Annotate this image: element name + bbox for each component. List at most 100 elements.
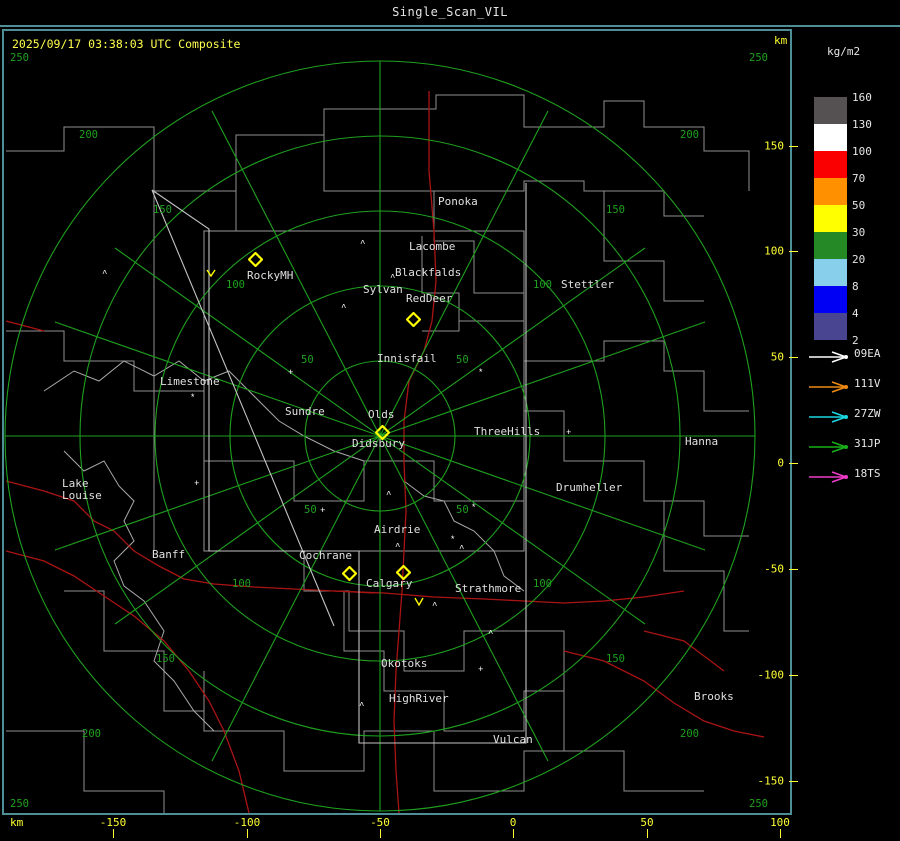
radar-plot-canvas[interactable]: ^ ^ ^ + * * + + + ^ * * ^ ^ ^ ^ ^ (4, 31, 790, 813)
svg-text:+: + (566, 428, 571, 438)
y-axis-tick (789, 781, 798, 782)
city-label: Calgary (366, 577, 413, 590)
storm-motion-legend-row: 27ZW (808, 404, 900, 434)
city-label: Cochrane (299, 549, 352, 562)
colorbar-tick-label: 20 (852, 253, 866, 266)
storm-motion-legend: 09EA 111V 27ZW 31JP 18TS (808, 344, 900, 494)
city-label: RedDeer (406, 292, 453, 305)
x-axis-unit: km (10, 816, 24, 829)
x-axis-tick (247, 829, 248, 838)
y-axis-tick-label: 150 (764, 139, 784, 153)
city-label: Drumheller (556, 481, 623, 494)
y-axis-tick (789, 146, 798, 147)
city-label: Sundre (285, 405, 325, 418)
svg-text:^: ^ (360, 239, 365, 249)
x-axis: km -150-100-50050100150 (2, 815, 792, 841)
range-ring-label: 250 (749, 52, 768, 64)
storm-motion-arrow-icon (809, 441, 849, 453)
svg-text:^: ^ (359, 701, 364, 711)
city-label: Vulcan (493, 733, 533, 746)
city-label: ThreeHills (474, 425, 541, 438)
svg-text:+: + (194, 479, 199, 489)
colorbar-tick-label: 30 (852, 226, 866, 239)
map-graphics-layer: ^ ^ ^ + * * + + + ^ * * ^ ^ ^ ^ ^ (4, 60, 765, 813)
x-axis-tick (780, 829, 781, 838)
colorbar-unit-label: kg/m2 (827, 45, 861, 58)
colorbar-swatch (814, 205, 847, 232)
colorbar-panel: kg/m2 160 130 100 70 50 30 20 8 4 2 09EA 111V 27ZW 3… (800, 29, 898, 815)
y-axis-tick (789, 357, 798, 358)
city-label: Sylvan (363, 283, 403, 296)
svg-text:+: + (478, 665, 483, 675)
colorbar-tick-label: 130 (852, 118, 872, 131)
svg-text:*: * (190, 393, 195, 403)
range-ring-label: 50 (304, 504, 317, 516)
range-ring-label: 200 (79, 129, 98, 141)
colorbar-swatch (814, 178, 847, 205)
storm-motion-arrow-icon (809, 381, 849, 393)
range-ring-label: 250 (10, 52, 29, 64)
range-ring-label: 50 (301, 354, 314, 366)
y-axis-tick-label: 50 (770, 350, 784, 364)
city-label: Blackfalds (395, 266, 462, 279)
storm-motion-legend-label: 111V (854, 377, 881, 390)
range-ring-label: 100 (226, 279, 245, 291)
y-axis-tick-label: 100 (764, 244, 784, 258)
city-label: Lacombe (409, 240, 456, 253)
svg-text:^: ^ (386, 490, 391, 500)
colorbar-swatch (814, 286, 847, 313)
window-title: Single_Scan_VIL (392, 5, 508, 19)
x-axis-tick (113, 829, 114, 838)
x-axis-tick (513, 829, 514, 838)
range-ring-label: 200 (680, 129, 699, 141)
city-label: Limestone (160, 375, 220, 388)
x-axis-tick-label: 50 (640, 816, 654, 829)
range-ring-label: 150 (606, 653, 625, 665)
title-bar: Single_Scan_VIL (0, 0, 900, 27)
y-axis-unit: km (774, 34, 788, 47)
range-ring-label: 150 (156, 653, 175, 665)
y-axis-tick (789, 675, 798, 676)
range-ring-label: 150 (606, 204, 625, 216)
svg-text:^: ^ (488, 629, 493, 639)
range-ring-label: 150 (153, 204, 172, 216)
storm-motion-legend-row: 18TS (808, 464, 900, 494)
city-label: Okotoks (381, 657, 428, 670)
storm-motion-legend-label: 27ZW (854, 407, 881, 420)
storm-motion-arrow-icon (809, 411, 849, 423)
city-label: Innisfail (377, 352, 437, 365)
y-axis-tick-label: -150 (757, 774, 785, 788)
city-label: Lake (62, 477, 89, 490)
x-axis-tick (647, 829, 648, 838)
x-axis-tick-label: 0 (509, 816, 517, 829)
colorbar-swatch (814, 232, 847, 259)
range-ring-label: 100 (533, 578, 552, 590)
x-axis-tick (380, 829, 381, 838)
colorbar-swatch (814, 151, 847, 178)
y-axis-tick (789, 463, 798, 464)
range-ring-label: 200 (82, 728, 101, 740)
svg-text:*: * (478, 368, 483, 378)
range-ring-label: 200 (680, 728, 699, 740)
range-ring-label: 50 (456, 504, 469, 516)
y-axis-tick-label: 0 (777, 456, 784, 470)
radar-plot-frame: ^ ^ ^ + * * + + + ^ * * ^ ^ ^ ^ ^ (2, 29, 792, 815)
range-ring-label: 250 (10, 798, 29, 810)
storm-motion-legend-row: 09EA (808, 344, 900, 374)
scan-timestamp: 2025/09/17 03:38:03 UTC Composite (12, 37, 241, 51)
storm-motion-legend-label: 31JP (854, 437, 881, 450)
range-ring-label: 250 (749, 798, 768, 810)
svg-text:^: ^ (390, 273, 395, 283)
storm-motion-arrow-icon (809, 351, 849, 363)
city-label: Hanna (685, 435, 719, 448)
city-label: Stettler (561, 278, 614, 291)
x-axis-tick-label: -150 (99, 816, 127, 829)
svg-text:*: * (471, 503, 476, 513)
range-ring-label: 100 (232, 578, 251, 590)
svg-text:+: + (288, 368, 293, 378)
colorbar-tick-label: 160 (852, 91, 872, 104)
svg-text:^: ^ (395, 542, 400, 552)
colorbar-tick-label: 100 (852, 145, 872, 158)
storm-motion-legend-label: 09EA (854, 347, 881, 360)
